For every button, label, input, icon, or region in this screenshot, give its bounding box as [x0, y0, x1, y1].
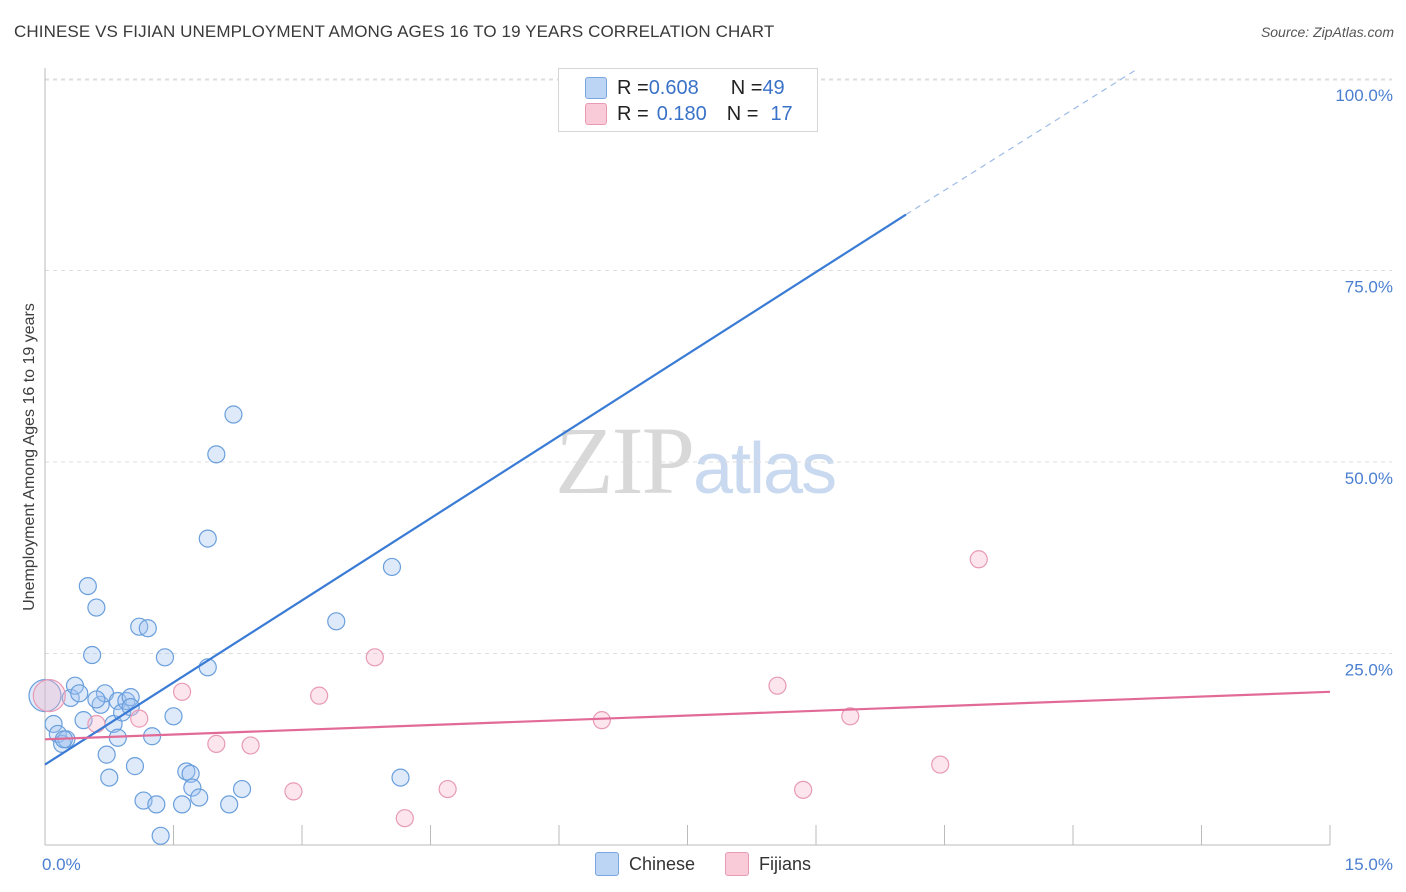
chinese-point — [100, 768, 119, 787]
chinese-point — [198, 529, 217, 548]
legend-swatch-fijians — [585, 103, 607, 125]
fijian-point — [130, 709, 149, 728]
tick-labels: 100.0% 75.0% 50.0% 25.0% 0.0% 15.0% — [42, 86, 1393, 874]
legend-n-value-fijians: 17 — [770, 102, 793, 125]
fijian-point — [365, 648, 384, 667]
chinese-point — [147, 795, 166, 814]
series-legend-fijians[interactable]: Fijians — [725, 852, 811, 876]
chinese-point — [232, 779, 252, 799]
fijians-label: Fijians — [759, 853, 812, 874]
source-label: Source: ZipAtlas.com — [1260, 24, 1394, 40]
chinese-point — [151, 826, 170, 845]
fijian-point — [395, 809, 414, 828]
fijian-point — [794, 780, 813, 799]
series-legend: Chinese Fijians — [0, 852, 1406, 876]
fijian-point — [32, 679, 66, 713]
fijian-point — [310, 686, 329, 705]
x-tick-label: 0.0% — [42, 855, 81, 874]
chinese-point — [87, 598, 106, 617]
x-tick-label: 15.0% — [1345, 855, 1393, 874]
chinese-point — [207, 445, 226, 464]
chinese-point — [327, 612, 346, 631]
chinese-regression-extension — [905, 68, 1138, 216]
fijian-point — [592, 711, 611, 730]
legend-r-label: R = — [617, 102, 649, 125]
chinese-point — [181, 764, 200, 783]
chinese-point — [70, 684, 89, 703]
chinese-point — [138, 619, 157, 638]
fijian-point — [768, 676, 787, 695]
chinese-point — [87, 690, 106, 709]
chinese-point — [172, 795, 192, 814]
chinese-point — [382, 557, 402, 577]
chinese-regression-line — [44, 213, 907, 766]
fijian-point — [438, 779, 457, 799]
y-tick-label: 25.0% — [1345, 661, 1393, 680]
chinese-point — [83, 645, 102, 665]
chinese-label: Chinese — [628, 853, 696, 874]
fijian-point — [172, 682, 192, 701]
chinese-point — [190, 788, 209, 807]
legend-n-label: N = — [730, 76, 763, 99]
chinese-point — [97, 745, 116, 764]
chinese-point — [164, 707, 183, 726]
chart-title: CHINESE VS FIJIAN UNEMPLOYMENT AMONG AGE… — [14, 22, 775, 41]
fijian-point — [241, 736, 260, 755]
legend-row-chinese: R = 0.608 N = 49 — [585, 75, 785, 101]
chinese-point — [183, 778, 202, 797]
watermark: ZIPatlas — [555, 405, 837, 516]
y-tick-label: 50.0% — [1345, 469, 1393, 488]
y-tick-label: 75.0% — [1345, 278, 1393, 297]
grid-lines — [45, 78, 1392, 654]
chinese-swatch — [594, 852, 619, 876]
legend-n-label: N = — [726, 102, 759, 125]
legend-n-value-chinese: 49 — [762, 76, 785, 99]
fijian-point — [931, 755, 950, 774]
legend-r-label: R = — [617, 76, 649, 99]
legend-r-value-chinese: 0.608 — [648, 76, 699, 99]
series-legend-chinese[interactable]: Chinese — [594, 852, 696, 876]
fijian-point — [841, 707, 860, 726]
chinese-point — [78, 576, 97, 596]
chinese-point — [220, 795, 239, 814]
y-tick-label: 100.0% — [1335, 86, 1393, 105]
fijians-swatch — [725, 852, 750, 876]
stats-legend: R = 0.608 N = 49 R = 0.180 N = 17 — [558, 68, 818, 132]
regression-lines — [44, 68, 1331, 766]
watermark-atlas: atlas — [693, 429, 837, 509]
legend-r-value-fijians: 0.180 — [656, 102, 707, 125]
fijian-point — [284, 782, 303, 801]
fijian-point — [207, 734, 226, 753]
chinese-point — [224, 405, 243, 424]
legend-row-fijians: R = 0.180 N = 17 — [585, 101, 793, 127]
fijian-regression-line — [44, 690, 1331, 741]
fijian-point — [87, 714, 106, 734]
axes — [44, 68, 1331, 846]
chinese-point — [391, 768, 410, 787]
fijian-point — [969, 550, 988, 569]
chinese-point — [155, 648, 175, 667]
chinese-point — [125, 757, 145, 776]
legend-swatch-chinese — [585, 77, 607, 99]
chinese-point — [121, 688, 140, 707]
data-points — [28, 69, 988, 845]
chinese-point — [44, 714, 63, 734]
